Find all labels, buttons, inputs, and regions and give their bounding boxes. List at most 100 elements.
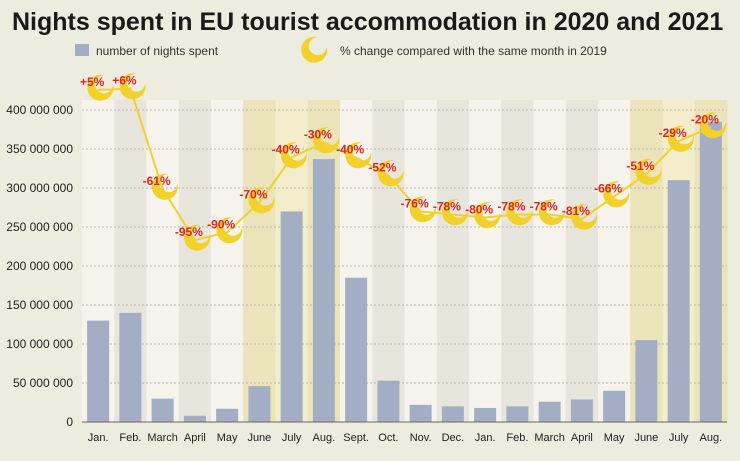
y-tick-label: 400 000 000 — [6, 103, 73, 117]
x-tick-label: June — [634, 432, 658, 444]
moon-shape — [377, 160, 404, 187]
y-axis-ticks: 0 50 000 000 100 000 000 150 000 000 200 000… — [6, 103, 73, 429]
moon-icon — [248, 187, 275, 214]
x-tick-label: March — [147, 432, 178, 444]
bar — [183, 415, 206, 422]
percent-label: -66% — [594, 182, 622, 196]
column-bg — [211, 100, 244, 422]
y-tick-label: 50 000 000 — [13, 376, 73, 390]
moon-icon — [345, 142, 372, 169]
column-bg — [565, 100, 599, 422]
moon-icon — [377, 160, 404, 187]
moon-icon — [119, 73, 146, 100]
x-tick-label: March — [534, 432, 565, 444]
x-tick-label: Jan. — [88, 432, 109, 444]
column-bg — [598, 100, 631, 422]
moon-shape — [603, 181, 630, 208]
moon-shape — [313, 127, 340, 154]
bar — [570, 399, 593, 422]
percent-label: -51% — [626, 159, 654, 173]
bar — [506, 406, 529, 422]
moon-icon — [409, 196, 436, 223]
moon-icon — [700, 112, 727, 139]
moon-shape — [474, 202, 501, 229]
moon-shape — [700, 112, 727, 139]
x-tick-label: Sept. — [343, 432, 369, 444]
bar — [603, 390, 626, 422]
bar — [119, 312, 142, 422]
bar — [87, 320, 110, 422]
moon-shape — [409, 196, 436, 223]
percent-label: -20% — [691, 113, 719, 127]
bar — [699, 121, 722, 422]
percent-change-labels: +5% +6% -61% -95% -90% -70% -40% -30% -40% -52% -7… — [80, 74, 719, 240]
bar — [474, 407, 497, 422]
bar — [538, 401, 561, 422]
column-bg — [501, 100, 534, 422]
x-tick-label: July — [669, 432, 689, 444]
percent-label: -40% — [336, 143, 364, 157]
moon-icon — [216, 217, 243, 244]
moon-shape — [184, 224, 211, 251]
percent-label: +6% — [112, 74, 137, 88]
moon-icon — [474, 202, 501, 229]
percent-label: -81% — [562, 204, 590, 218]
y-tick-label: 150 000 000 — [6, 298, 73, 312]
x-tick-label: April — [571, 432, 593, 444]
moon-markers — [87, 73, 727, 251]
moon-shape — [248, 187, 275, 214]
moon-icon — [313, 127, 340, 154]
percent-label: -52% — [368, 161, 396, 175]
bar — [635, 340, 658, 422]
x-tick-label: Aug. — [313, 432, 336, 444]
bar — [248, 386, 271, 422]
moon-shape — [506, 199, 533, 226]
percent-label: -95% — [175, 225, 203, 239]
bar — [667, 180, 690, 422]
column-bg — [372, 100, 405, 422]
moon-shape — [571, 203, 598, 230]
percent-label: -70% — [239, 188, 267, 202]
moon-shape — [442, 199, 469, 226]
chart-title: Nights spent in EU tourist accommodation… — [12, 8, 723, 36]
x-tick-label: May — [604, 432, 625, 444]
x-tick-label: Dec. — [442, 432, 465, 444]
x-tick-label: May — [217, 432, 238, 444]
moon-icon — [442, 199, 469, 226]
percent-label: -78% — [530, 200, 558, 214]
x-tick-label: Feb. — [119, 432, 141, 444]
percent-label: -30% — [304, 128, 332, 142]
gridlines — [82, 109, 727, 384]
bar — [377, 380, 400, 422]
column-bg — [404, 100, 438, 422]
bar — [345, 277, 368, 422]
moon-shape — [87, 74, 114, 101]
y-tick-label: 100 000 000 — [6, 337, 73, 351]
moon-icon — [184, 224, 211, 251]
y-tick-label: 200 000 000 — [6, 259, 73, 273]
moon-shape — [538, 199, 565, 226]
moon-shape — [280, 142, 307, 169]
column-bg — [436, 100, 470, 422]
column-backgrounds — [82, 100, 728, 422]
y-tick-label: 350 000 000 — [6, 142, 73, 156]
x-axis-ticks: Jan. Feb. March April May June July Aug. Sept. Oc… — [88, 432, 722, 444]
bar — [280, 211, 303, 422]
x-tick-label: Nov. — [410, 432, 432, 444]
moon-icon — [603, 181, 630, 208]
percent-label: -78% — [497, 200, 525, 214]
percent-label: -80% — [465, 203, 493, 217]
percent-label: -90% — [207, 218, 235, 232]
bar — [312, 159, 335, 422]
x-tick-label: Oct. — [378, 432, 398, 444]
column-bg — [469, 100, 502, 422]
moon-icon — [506, 199, 533, 226]
y-tick-label: 300 000 000 — [6, 181, 73, 195]
moon-icon — [667, 125, 694, 152]
moon-icon — [571, 203, 598, 230]
column-bg — [533, 100, 567, 422]
y-tick-label: 250 000 000 — [6, 220, 73, 234]
percent-label: -61% — [143, 174, 171, 188]
column-bg — [178, 100, 212, 422]
moon-shape — [635, 158, 662, 185]
